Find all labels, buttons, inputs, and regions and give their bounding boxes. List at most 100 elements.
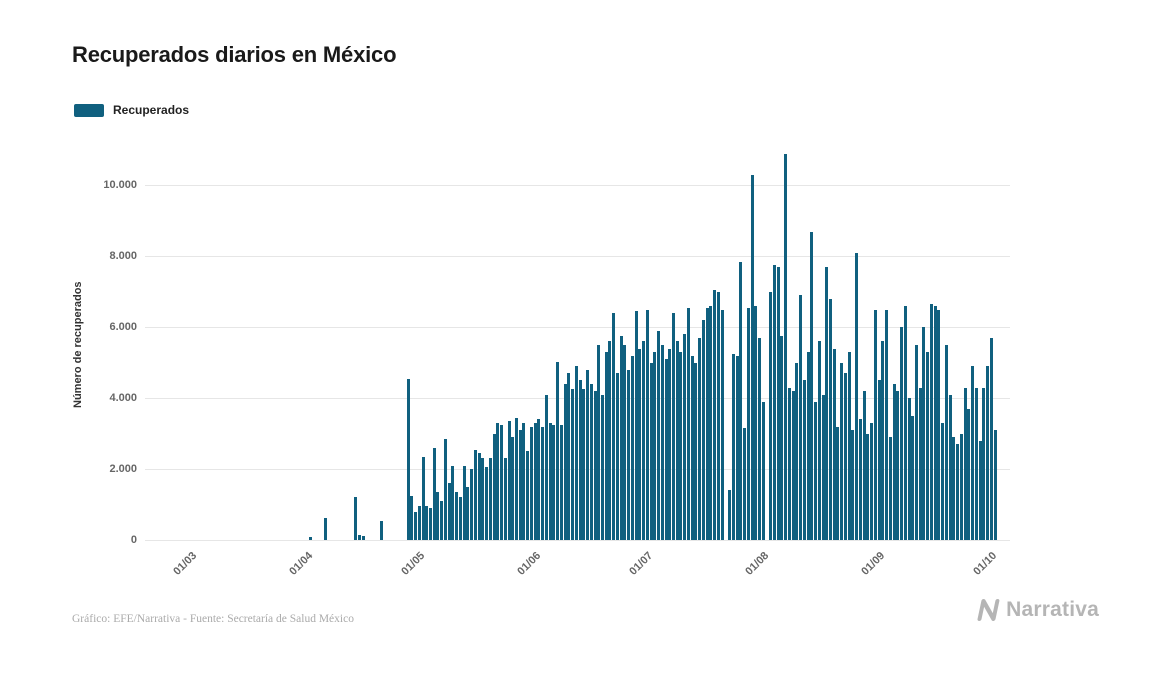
bar[interactable] [488, 458, 492, 540]
bar[interactable] [993, 430, 997, 540]
bar[interactable] [518, 430, 522, 540]
bar[interactable] [589, 384, 593, 540]
bar[interactable] [941, 423, 945, 540]
bar[interactable] [829, 298, 832, 540]
bar[interactable] [821, 394, 825, 540]
bar[interactable] [989, 337, 993, 540]
bar[interactable] [922, 327, 926, 540]
bar[interactable] [574, 366, 578, 540]
bar[interactable] [406, 378, 410, 540]
bar[interactable] [971, 366, 975, 540]
bar[interactable] [443, 438, 447, 540]
bar[interactable] [784, 153, 788, 540]
bar[interactable] [559, 424, 563, 540]
bar[interactable] [851, 430, 855, 540]
bar[interactable] [668, 348, 672, 540]
bar[interactable] [840, 362, 844, 540]
bar[interactable] [492, 433, 496, 540]
bar[interactable] [451, 465, 455, 540]
bar[interactable] [511, 437, 515, 540]
bar[interactable] [959, 433, 963, 540]
bar[interactable] [477, 453, 481, 540]
bar[interactable] [881, 341, 885, 540]
bar[interactable] [309, 537, 313, 540]
bar[interactable] [802, 380, 806, 540]
bar[interactable] [600, 394, 604, 540]
bar[interactable] [630, 355, 634, 540]
legend[interactable]: Recuperados [74, 103, 189, 117]
bar[interactable] [701, 320, 705, 540]
bar[interactable] [735, 355, 739, 540]
bar[interactable] [911, 415, 915, 540]
bar[interactable] [679, 352, 683, 540]
bar[interactable] [410, 495, 414, 540]
bar[interactable] [757, 337, 761, 540]
bar[interactable] [761, 401, 765, 540]
bar[interactable] [743, 428, 747, 540]
bar[interactable] [473, 449, 477, 540]
bar[interactable] [627, 369, 631, 540]
bar[interactable] [926, 352, 930, 540]
bar[interactable] [552, 424, 556, 540]
bar[interactable] [324, 518, 328, 540]
bar[interactable] [690, 355, 694, 540]
bar[interactable] [705, 307, 709, 540]
bar[interactable] [888, 437, 892, 540]
bar[interactable] [866, 433, 870, 540]
bar[interactable] [750, 174, 754, 540]
bar[interactable] [937, 309, 941, 540]
bar[interactable] [529, 426, 533, 540]
bar[interactable] [776, 267, 780, 540]
bar[interactable] [903, 306, 907, 540]
bar[interactable] [541, 426, 545, 540]
bar[interactable] [507, 421, 511, 540]
bar[interactable] [806, 352, 810, 540]
bar[interactable] [432, 447, 436, 540]
bar[interactable] [716, 291, 720, 540]
bar[interactable] [918, 387, 922, 540]
bar[interactable] [533, 423, 537, 540]
bar[interactable] [664, 359, 668, 540]
bar[interactable] [843, 373, 847, 540]
bar[interactable] [963, 387, 967, 540]
bar[interactable] [978, 440, 982, 540]
bar[interactable] [653, 352, 657, 540]
bar[interactable] [814, 401, 818, 540]
bar[interactable] [414, 511, 418, 540]
bar[interactable] [462, 465, 466, 540]
bar[interactable] [544, 394, 548, 540]
bar[interactable] [915, 345, 918, 540]
bar[interactable] [563, 384, 567, 540]
bar[interactable] [870, 423, 874, 540]
bar[interactable] [455, 492, 459, 540]
bar[interactable] [470, 469, 474, 540]
bar[interactable] [623, 345, 627, 540]
bar[interactable] [548, 423, 552, 540]
bar[interactable] [974, 387, 978, 540]
bar[interactable] [873, 309, 877, 540]
bar[interactable] [638, 348, 642, 540]
bar[interactable] [772, 265, 776, 540]
bar[interactable] [634, 311, 638, 540]
bar[interactable] [537, 419, 541, 540]
bar[interactable] [481, 458, 485, 540]
bar[interactable] [952, 437, 956, 540]
bar[interactable] [522, 423, 526, 540]
bar[interactable] [615, 373, 619, 540]
bar[interactable] [832, 348, 836, 540]
bar[interactable] [612, 313, 616, 540]
bar[interactable] [836, 426, 840, 540]
bar[interactable] [929, 304, 933, 540]
bar[interactable] [515, 417, 518, 540]
bar[interactable] [769, 291, 773, 540]
bar[interactable] [500, 424, 504, 540]
bar[interactable] [713, 290, 717, 540]
bar[interactable] [657, 330, 661, 540]
bar[interactable] [780, 336, 784, 540]
bar[interactable] [896, 391, 900, 540]
bar[interactable] [728, 490, 732, 540]
bar[interactable] [361, 535, 365, 540]
bar[interactable] [421, 456, 425, 540]
bar[interactable] [582, 389, 586, 540]
bar[interactable] [754, 306, 758, 540]
